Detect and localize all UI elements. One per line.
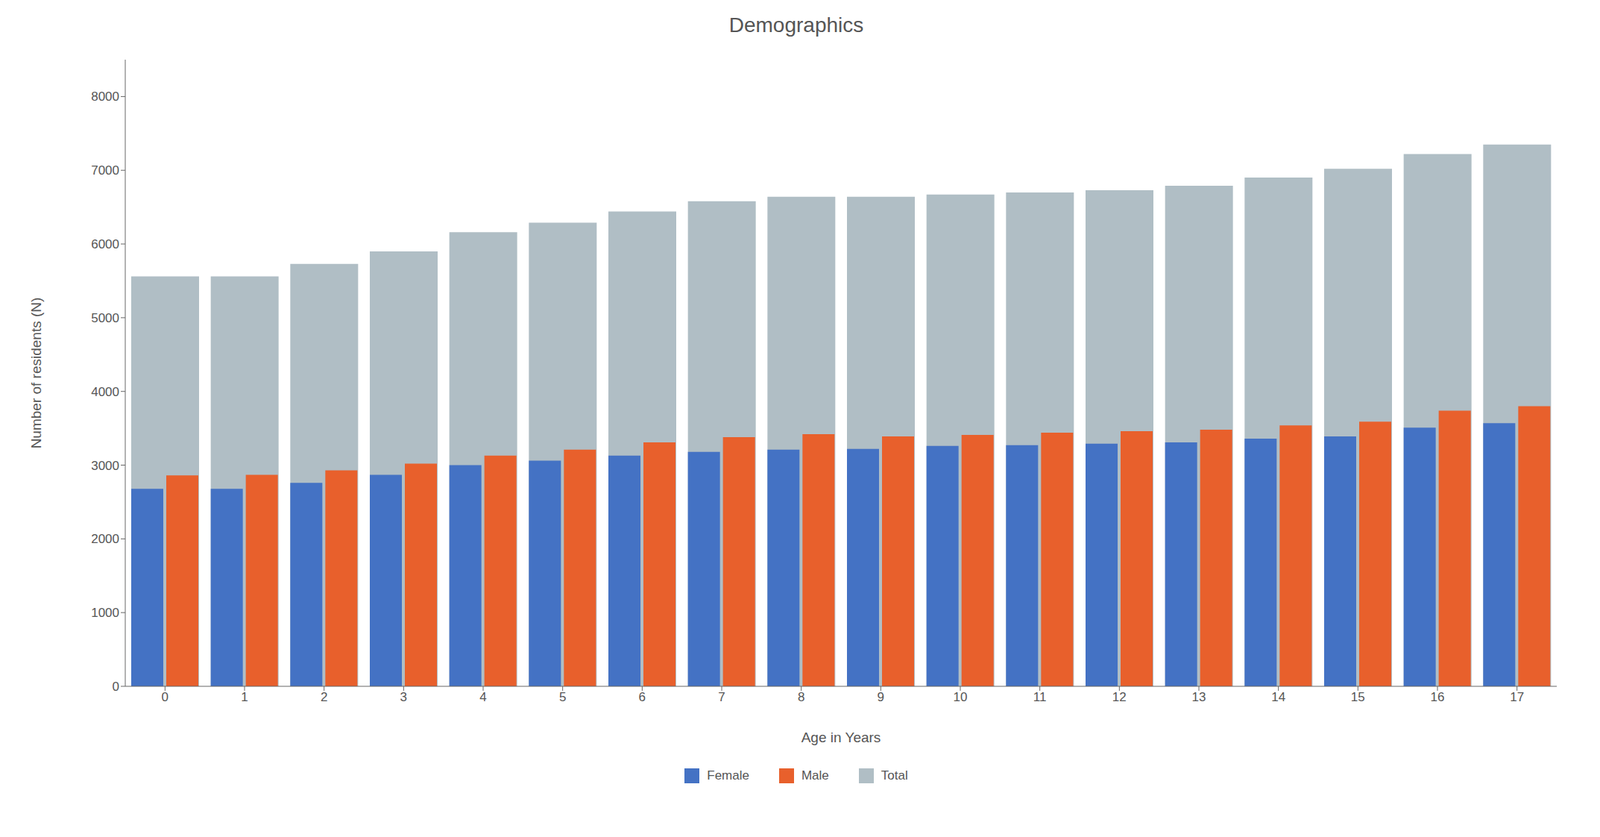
svg-text:15: 15: [1350, 689, 1366, 704]
svg-text:4: 4: [479, 689, 487, 704]
svg-text:2000: 2000: [90, 531, 120, 546]
svg-text:9: 9: [877, 689, 885, 704]
svg-text:5000: 5000: [90, 310, 120, 326]
svg-text:8: 8: [797, 689, 805, 704]
html-text:Total: Total: [881, 767, 908, 783]
svg-text:11: 11: [1033, 689, 1047, 704]
html-text:Demographics: Demographics: [728, 13, 864, 37]
svg-text:2: 2: [320, 689, 328, 704]
svg-text:16: 16: [1430, 689, 1445, 704]
svg-text:1: 1: [240, 689, 248, 704]
svg-text:13: 13: [1192, 689, 1207, 704]
svg-text:8000: 8000: [90, 89, 120, 104]
html-text:Male: Male: [801, 767, 829, 783]
svg-text:7: 7: [717, 689, 725, 704]
svg-text:3: 3: [400, 689, 408, 704]
svg-text:6: 6: [638, 689, 646, 704]
svg-text:4000: 4000: [90, 384, 120, 399]
svg-text:10: 10: [953, 689, 968, 704]
svg-text:12: 12: [1112, 689, 1127, 704]
svg-text:0: 0: [112, 679, 120, 694]
svg-text:5: 5: [559, 689, 566, 704]
svg-text:Age in Years: Age in Years: [801, 729, 882, 745]
svg-text:Number of residents (N): Number of residents (N): [28, 297, 44, 449]
svg-text:7000: 7000: [90, 163, 120, 178]
svg-text:6000: 6000: [90, 237, 120, 252]
svg-text:0: 0: [161, 689, 169, 704]
svg-text:14: 14: [1271, 689, 1286, 704]
svg-text:17: 17: [1509, 689, 1524, 704]
svg-text:1000: 1000: [90, 605, 120, 620]
svg-text:3000: 3000: [90, 458, 120, 473]
html-text:Female: Female: [707, 767, 750, 783]
